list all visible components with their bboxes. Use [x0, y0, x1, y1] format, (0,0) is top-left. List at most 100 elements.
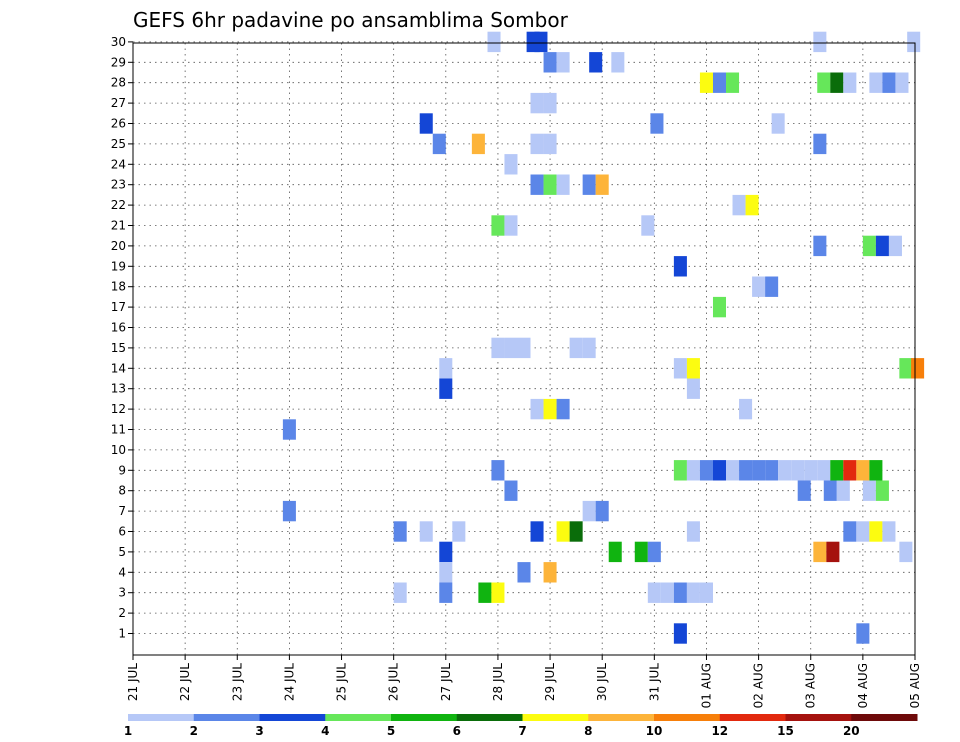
y-tick-label: 3 — [118, 586, 126, 600]
heatmap-cell — [569, 521, 583, 542]
heatmap-cell — [530, 521, 544, 542]
heatmap-cell — [595, 174, 609, 195]
colorbar-segment — [391, 714, 458, 721]
heatmap-cell — [869, 460, 883, 481]
heatmap-cell — [595, 500, 609, 522]
heatmap-cell — [534, 31, 548, 53]
y-tick-label: 22 — [111, 198, 126, 212]
heatmap-cell — [569, 337, 583, 359]
x-tick-label: 04 AUG — [856, 663, 870, 708]
heatmap-cell — [543, 398, 557, 420]
colorbar-segment — [785, 714, 852, 721]
heatmap-cell — [895, 72, 909, 93]
heatmap-cell — [836, 480, 850, 501]
colorbar-segment — [588, 714, 655, 721]
heatmap-cell — [699, 72, 713, 93]
y-tick-label: 8 — [118, 484, 126, 498]
colorbar-label: 6 — [453, 724, 461, 738]
y-axis: 1234567891011121314151617181920212223242… — [111, 35, 133, 641]
heatmap-cell — [686, 358, 700, 379]
colorbar-segment — [259, 714, 326, 721]
heatmap-cell — [432, 133, 446, 155]
heatmap-cell — [882, 72, 896, 93]
heatmap-cell — [582, 174, 596, 195]
x-axis: 21 JUL 22 JUL 23 JUL 24 JUL 25 JUL 26 JUL 27 J… — [126, 655, 922, 708]
y-tick-label: 28 — [111, 76, 126, 90]
heatmap-cell — [726, 460, 740, 481]
heatmap-cell — [543, 562, 557, 583]
y-tick-label: 7 — [118, 504, 126, 518]
heatmap-cell — [419, 113, 433, 134]
heatmap-cell — [504, 480, 518, 501]
y-tick-label: 30 — [111, 35, 126, 49]
colorbar-segment — [654, 714, 721, 721]
colorbar-label: 3 — [255, 724, 263, 738]
y-tick-label: 21 — [111, 219, 126, 233]
colorbar-segment — [522, 714, 589, 721]
colorbar-segment — [193, 714, 260, 721]
heatmap-cell — [517, 337, 531, 359]
heatmap-cell — [556, 52, 570, 73]
heatmap-cell — [739, 398, 753, 420]
colorbar-label: 4 — [321, 724, 329, 738]
y-tick-label: 4 — [118, 565, 126, 579]
heatmap-cell — [673, 256, 687, 277]
heatmap-cell — [543, 52, 557, 73]
heatmap-cell — [862, 480, 876, 501]
heatmap-cell — [439, 378, 453, 399]
colorbar-segment — [128, 714, 195, 721]
heatmap-cell — [856, 521, 870, 542]
heatmap-cell — [650, 113, 664, 134]
x-tick-label: 26 JUL — [387, 663, 401, 701]
heatmap-cell — [504, 154, 518, 175]
colorbar-label: 2 — [190, 724, 198, 738]
heatmap-cell — [478, 582, 492, 603]
heatmap-cell — [530, 133, 544, 155]
x-tick-label: 05 AUG — [908, 663, 922, 708]
y-tick-label: 1 — [118, 627, 126, 641]
colorbar-label: 1 — [124, 724, 132, 738]
heatmap-cell — [712, 296, 727, 318]
colorbar: 1 2 3 4 5 6 7 8 10 12 15 20 — [124, 714, 918, 738]
heatmap-cells — [282, 31, 925, 644]
x-tick-label: 23 JUL — [230, 663, 244, 701]
colorbar-label: 12 — [711, 724, 728, 738]
y-tick-label: 17 — [111, 300, 126, 314]
x-tick-label: 22 JUL — [178, 663, 192, 701]
colorbar-segment — [851, 714, 918, 721]
heatmap-cell — [673, 460, 687, 481]
heatmap-cell — [813, 31, 827, 53]
heatmap-cell — [843, 521, 857, 542]
heatmap-cell — [739, 460, 753, 481]
heatmap-cell — [843, 460, 857, 481]
heatmap-cell — [491, 460, 505, 481]
heatmap-cell — [726, 72, 740, 93]
heatmap-cell — [611, 52, 625, 73]
heatmap-cell — [647, 541, 661, 563]
y-tick-label: 20 — [111, 239, 126, 253]
heatmap-cell — [813, 133, 827, 155]
heatmap-cell — [556, 174, 570, 195]
heatmap-cell — [452, 521, 466, 542]
heatmap-cell — [686, 521, 700, 542]
x-tick-label: 25 JUL — [335, 663, 349, 701]
heatmap-cell — [899, 358, 913, 379]
heatmap-cell — [745, 194, 759, 216]
y-tick-label: 10 — [111, 443, 126, 457]
heatmap-cell — [556, 521, 570, 542]
heatmap-cell — [771, 113, 785, 134]
heatmap-cell — [673, 582, 687, 603]
heatmap-cell — [543, 174, 557, 195]
heatmap-cell — [813, 235, 827, 257]
heatmap-cell — [752, 460, 766, 481]
x-tick-label: 01 AUG — [700, 663, 714, 708]
heatmap-cell — [826, 541, 840, 563]
heatmap-cell — [543, 92, 557, 114]
heatmap-cell — [875, 235, 889, 257]
heatmap-cell — [647, 582, 661, 603]
colorbar-label: 15 — [777, 724, 794, 738]
x-tick-label: 28 JUL — [491, 663, 505, 701]
y-tick-label: 6 — [118, 525, 126, 539]
y-tick-label: 12 — [111, 402, 126, 416]
x-tick-label: 02 AUG — [752, 663, 766, 708]
